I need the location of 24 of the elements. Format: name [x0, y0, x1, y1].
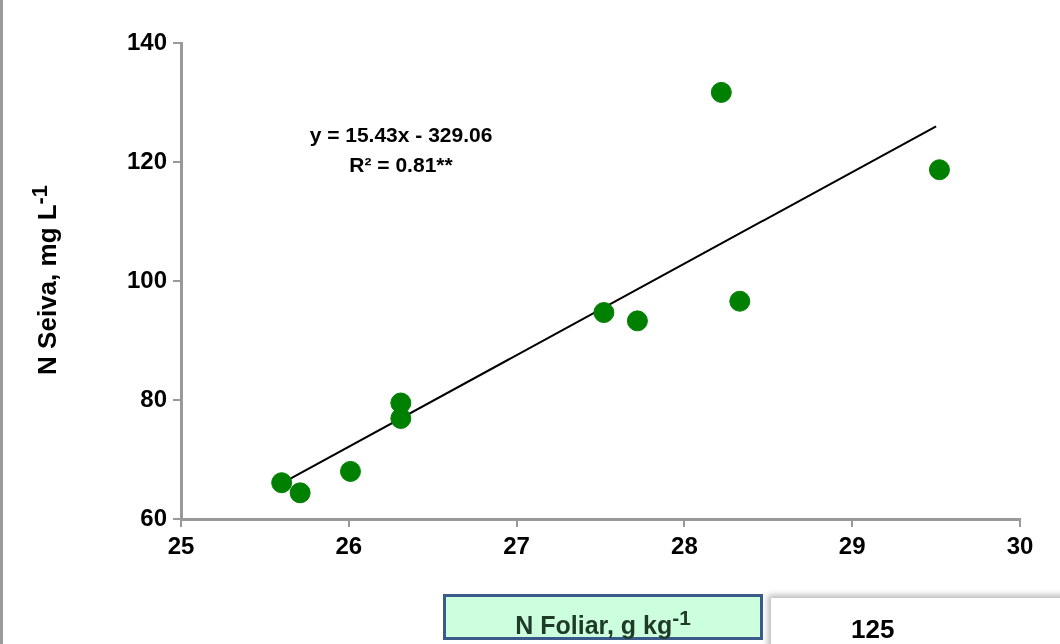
- x-tick-label: 25: [167, 532, 195, 560]
- x-tick-label: 29: [838, 532, 866, 560]
- x-tick-label: 28: [671, 532, 698, 560]
- point: [593, 302, 615, 324]
- x-tick-label: 27: [503, 532, 530, 560]
- annotation: R² = 0.81**: [349, 153, 453, 176]
- point: [339, 460, 361, 482]
- point: [271, 472, 293, 494]
- point: [729, 290, 751, 312]
- x-axis-title: N Foliar, g kg$^{-1}$: [443, 594, 763, 640]
- x-tick-label: 30: [1006, 532, 1034, 560]
- point: [928, 159, 950, 181]
- y-tick-label: 140: [126, 27, 167, 55]
- y-tick-label: 100: [126, 265, 167, 293]
- text: 125: [851, 614, 895, 644]
- x-tick-label: 26: [335, 532, 363, 560]
- point: [289, 482, 311, 504]
- point: [390, 407, 412, 429]
- point: [710, 81, 732, 103]
- point: [626, 310, 648, 332]
- y-tick-label: 120: [126, 146, 167, 174]
- y-tick-label: 60: [140, 503, 167, 531]
- annotation: y = 15.43x - 329.06: [309, 123, 493, 146]
- y-tick-label: 80: [140, 384, 167, 412]
